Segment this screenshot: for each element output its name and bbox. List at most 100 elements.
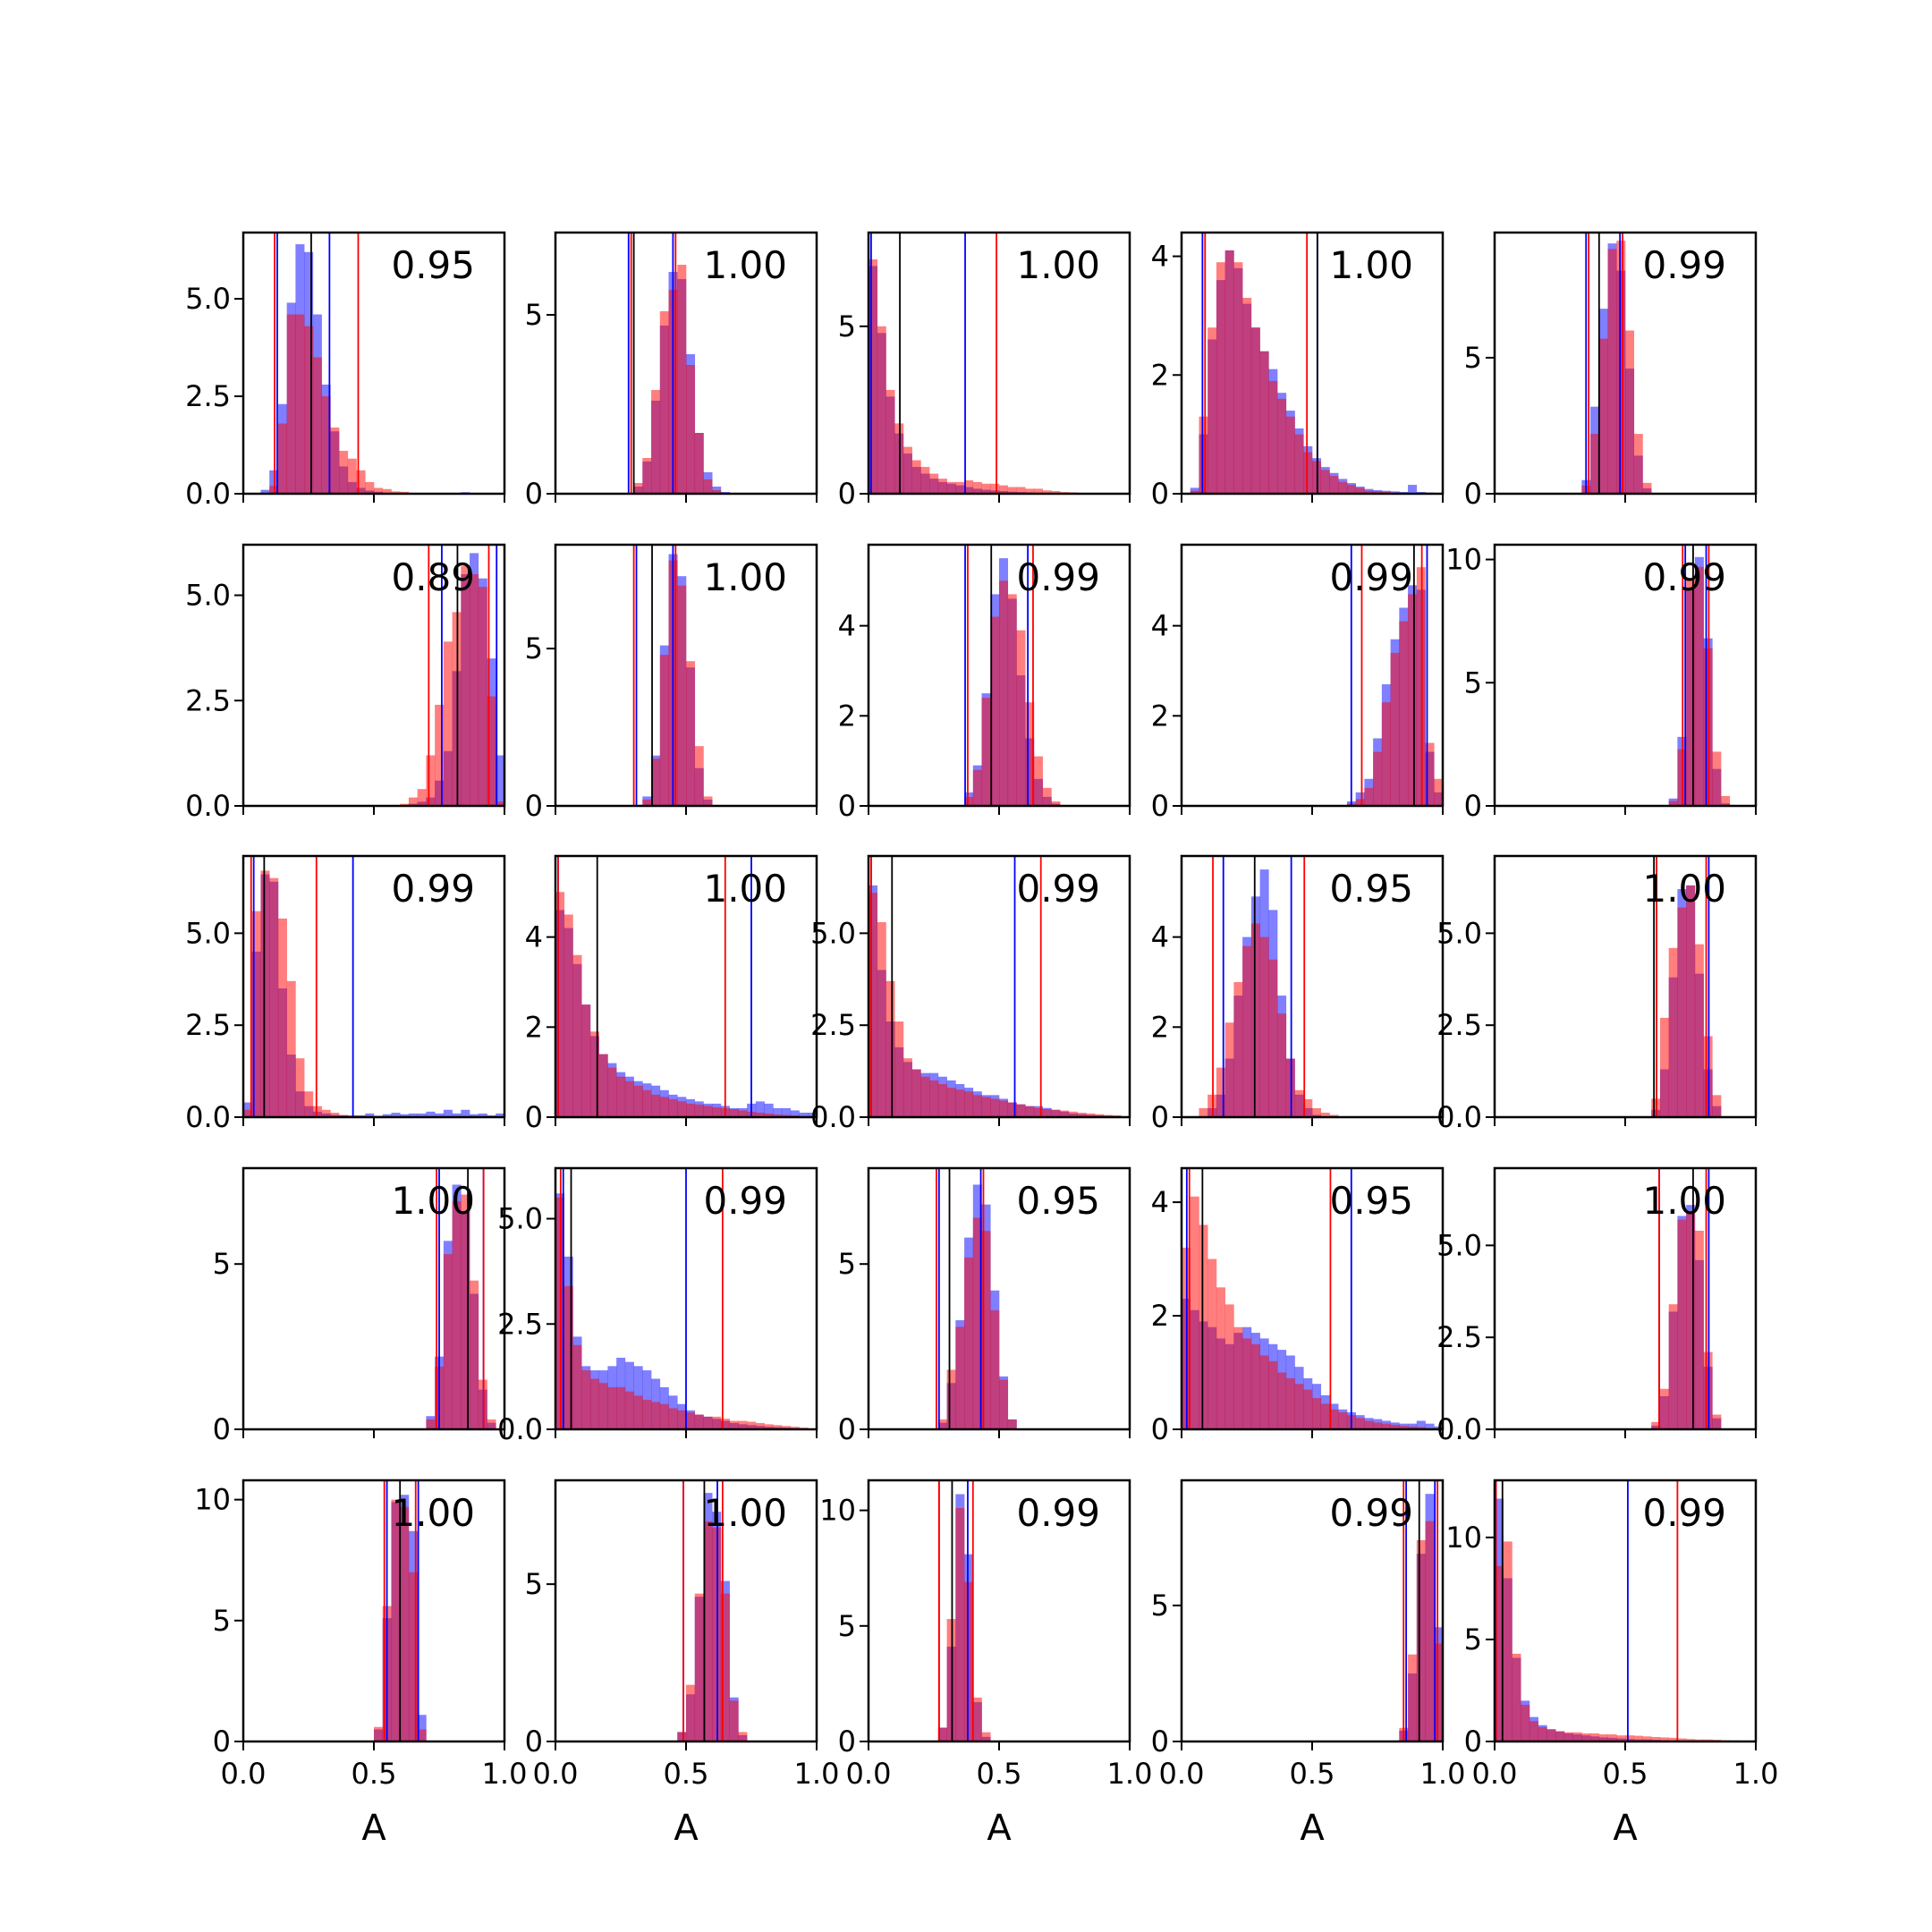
y-tick-label: 0 [525, 1724, 543, 1758]
red-histogram-bar [1677, 907, 1687, 1117]
red-histogram-bar [607, 1386, 617, 1429]
red-histogram-bar [1364, 787, 1374, 806]
red-histogram-bar [738, 1110, 748, 1117]
red-histogram-bar [1355, 487, 1365, 494]
y-tick-label: 5.0 [185, 916, 231, 950]
red-histogram-bar [1224, 1304, 1234, 1429]
red-histogram-bar [1051, 491, 1061, 494]
correlation-annotation: 1.00 [703, 243, 787, 287]
red-histogram-bar [642, 458, 652, 494]
red-histogram-bar [1677, 1738, 1687, 1741]
y-tick-label: 5 [525, 1567, 543, 1601]
red-histogram-bar [955, 1508, 965, 1741]
red-histogram-bar [1042, 787, 1052, 806]
blue-histogram-bar [400, 1114, 410, 1117]
red-histogram-bar [1242, 1338, 1252, 1429]
red-histogram-bar [1390, 1424, 1400, 1429]
red-histogram-bar [269, 877, 279, 1117]
y-tick-label: 5 [1464, 1623, 1482, 1657]
red-histogram-bar [694, 1593, 704, 1741]
red-histogram-bar [1616, 241, 1626, 494]
red-histogram-bar [1051, 1109, 1061, 1117]
blue-histogram-bar [773, 1107, 783, 1117]
red-histogram-bar [330, 427, 340, 494]
red-histogram-bar [1512, 1653, 1521, 1741]
y-tick-label: 10 [194, 1483, 231, 1517]
y-tick-label: 0 [838, 1724, 856, 1758]
red-histogram-bar [564, 914, 573, 1117]
red-histogram-bar [1285, 416, 1295, 494]
red-histogram-bar [659, 311, 669, 494]
panel-20: 0.0 2.5 5.0 1.00 [1436, 1166, 1758, 1446]
red-histogram-bar [999, 1100, 1009, 1117]
red-histogram-bar [1598, 1734, 1608, 1741]
x-tick-label: 0.5 [977, 1757, 1022, 1791]
blue-histogram-bar [391, 1113, 401, 1117]
red-histogram-bar [773, 1114, 783, 1117]
red-histogram-bar [1712, 1414, 1722, 1429]
y-tick-label: 5 [1151, 1589, 1169, 1623]
x-tick-label: 1.0 [1107, 1757, 1153, 1791]
red-histogram-bar [668, 1098, 678, 1117]
red-histogram-bar [374, 1726, 384, 1741]
correlation-annotation: 1.00 [703, 555, 787, 599]
red-histogram-bar [1659, 1737, 1669, 1741]
red-histogram-bar [624, 1080, 634, 1117]
red-histogram-bar [747, 1421, 757, 1429]
red-histogram-bar [1686, 885, 1696, 1117]
red-histogram-bar [1033, 756, 1043, 806]
correlation-annotation: 0.99 [1329, 555, 1413, 599]
x-tick-label: 1.0 [1420, 1757, 1466, 1791]
red-histogram-bar [972, 1697, 982, 1741]
red-histogram-bar [694, 1414, 704, 1429]
panel-15: 0.0 2.5 5.0 1.00 [1436, 854, 1758, 1134]
red-histogram-bar [1607, 249, 1617, 494]
red-histogram-bar [886, 980, 895, 1117]
red-histogram-bar [990, 1309, 1000, 1429]
red-histogram-bar [1216, 262, 1225, 494]
panel-plot-area [400, 545, 504, 806]
correlation-annotation: 0.99 [703, 1179, 787, 1223]
red-histogram-bar [964, 480, 974, 494]
red-histogram-bar [1668, 947, 1678, 1117]
y-tick-label: 2.5 [185, 683, 231, 717]
y-tick-label: 0.0 [185, 1100, 231, 1134]
panel-plot-area [1651, 1168, 1722, 1429]
y-tick-label: 5 [838, 1247, 856, 1281]
correlation-annotation: 0.99 [1642, 555, 1726, 599]
red-histogram-bar [999, 485, 1009, 494]
red-histogram-bar [1250, 327, 1260, 494]
red-histogram-bar [668, 1408, 678, 1429]
red-histogram-bar [1025, 488, 1035, 494]
red-histogram-bar [720, 1419, 730, 1429]
red-histogram-bar [443, 1254, 453, 1429]
red-histogram-bar [703, 479, 713, 494]
panel-plot-area [677, 1480, 748, 1741]
red-histogram-bar [1712, 1095, 1722, 1117]
red-histogram-bar [1399, 1426, 1409, 1429]
red-histogram-bar [651, 390, 661, 494]
blue-histogram-bar [426, 1111, 436, 1117]
red-histogram-bar [642, 1089, 652, 1117]
red-histogram-bar [1086, 1113, 1096, 1117]
red-histogram-bar [1521, 1704, 1530, 1741]
red-histogram-bar [920, 1076, 930, 1117]
red-histogram-bar [755, 1422, 765, 1429]
red-histogram-bar [589, 1031, 599, 1117]
y-tick-label: 5.0 [185, 579, 231, 613]
red-histogram-bar [1390, 652, 1400, 806]
y-tick-label: 0 [1464, 477, 1482, 511]
red-histogram-bar [1529, 1721, 1538, 1741]
red-histogram-bar [738, 1732, 748, 1741]
red-histogram-bar [1712, 751, 1722, 806]
red-histogram-bar [572, 954, 582, 1117]
red-histogram-bar [1563, 1732, 1573, 1741]
red-histogram-bar [633, 1395, 643, 1429]
y-tick-label: 5.0 [810, 916, 856, 950]
blue-histogram-bar [417, 1113, 427, 1117]
panel-plot-area [632, 545, 713, 806]
red-histogram-bar [720, 1593, 730, 1741]
y-tick-label: 0 [1464, 1724, 1482, 1758]
red-histogram-bar [729, 1108, 739, 1117]
x-tick-label: 0.5 [1290, 1757, 1335, 1791]
